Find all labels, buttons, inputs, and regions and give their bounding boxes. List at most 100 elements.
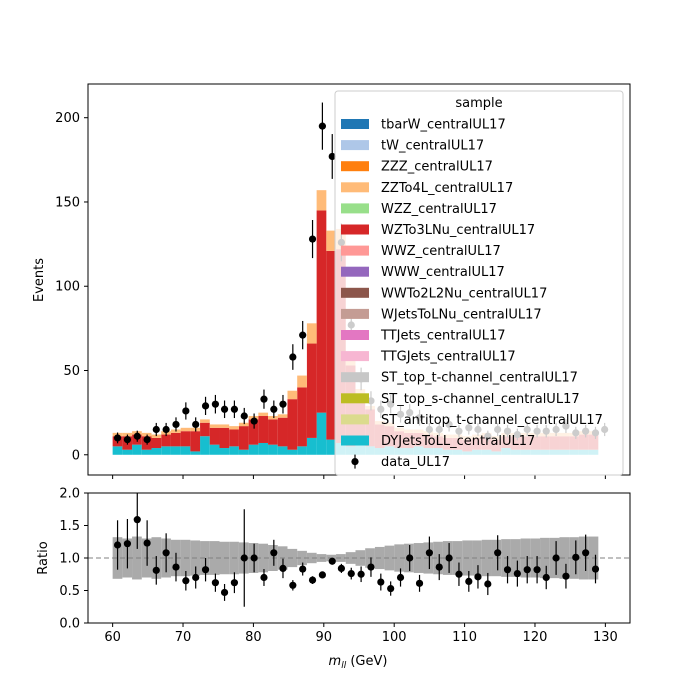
legend-swatch bbox=[341, 330, 369, 340]
data-point bbox=[123, 436, 132, 444]
histogram-bar bbox=[170, 446, 181, 455]
ratio-point bbox=[113, 541, 122, 549]
histogram-bar bbox=[180, 446, 191, 455]
histogram-bar bbox=[287, 449, 298, 455]
data-point bbox=[201, 402, 210, 410]
histogram-bar bbox=[122, 449, 133, 455]
data-point bbox=[318, 122, 326, 130]
ratio-point bbox=[591, 565, 600, 573]
histogram-bar bbox=[306, 323, 317, 344]
legend-swatch bbox=[341, 224, 369, 235]
legend-label: WWZ_centralUL17 bbox=[381, 244, 501, 259]
x-tick-label: 110 bbox=[452, 630, 477, 645]
ratio-point bbox=[328, 557, 336, 565]
legend-swatch bbox=[341, 203, 369, 214]
band-segment bbox=[258, 543, 269, 573]
band-segment bbox=[481, 539, 492, 577]
ratio-point bbox=[562, 572, 570, 580]
legend-label: ST_antitop_t-channel_centralUL17 bbox=[381, 413, 603, 428]
y-tick-label: 50 bbox=[63, 364, 80, 379]
y-tick-label: 200 bbox=[55, 111, 80, 126]
ratio-panel: 0.0 0.5 1.0 1.5 2.0 60 70 80 90 100 110 120 130 Rat… bbox=[36, 487, 631, 671]
ratio-point bbox=[367, 563, 375, 571]
ratio-point bbox=[484, 580, 492, 588]
y-tick-label: 0.5 bbox=[59, 584, 80, 599]
histogram-bar bbox=[316, 412, 327, 455]
ratio-point bbox=[377, 578, 385, 586]
histogram-bar bbox=[151, 434, 162, 438]
legend-label: WZTo3LNu_centralUL17 bbox=[381, 223, 535, 238]
legend-swatch bbox=[341, 140, 369, 151]
data-point bbox=[113, 434, 122, 442]
ratio-point bbox=[133, 516, 141, 524]
ratio-point bbox=[396, 573, 405, 582]
legend-swatch bbox=[341, 182, 369, 193]
band-segment bbox=[433, 541, 443, 575]
data-point bbox=[250, 417, 258, 425]
x-tick-label: 130 bbox=[593, 630, 618, 645]
ratio-point bbox=[494, 549, 502, 557]
histogram-bar bbox=[277, 417, 288, 447]
histogram-bar bbox=[258, 412, 269, 417]
legend-swatch bbox=[341, 245, 369, 256]
x-tick-label: 100 bbox=[382, 630, 407, 645]
ratio-point bbox=[474, 573, 482, 581]
legend-swatch bbox=[341, 119, 369, 129]
histogram-bar bbox=[200, 436, 210, 455]
x-tick-label: 60 bbox=[104, 630, 121, 645]
main-y-axis-label: Events bbox=[32, 258, 47, 302]
histogram-bar bbox=[219, 448, 230, 455]
histogram-bar bbox=[326, 230, 337, 251]
ratio-point bbox=[445, 554, 453, 562]
ratio-point bbox=[572, 553, 580, 561]
legend-label: ZZTo4L_centralUL17 bbox=[381, 181, 513, 196]
ratio-point bbox=[465, 577, 473, 586]
legend-swatch bbox=[341, 372, 369, 383]
ratio-point bbox=[308, 576, 317, 584]
histogram-bar bbox=[316, 190, 327, 211]
ratio-point bbox=[230, 579, 239, 587]
ratio-point bbox=[201, 566, 210, 574]
legend-label: TTJets_centralUL17 bbox=[380, 329, 506, 344]
histogram-bar bbox=[180, 431, 191, 447]
ratio-point bbox=[552, 554, 560, 562]
legend-swatch bbox=[341, 266, 369, 277]
histogram-bar bbox=[190, 451, 201, 455]
legend-swatch bbox=[341, 393, 369, 404]
histogram-bar bbox=[161, 446, 171, 455]
x-axis-label: mll (GeV) bbox=[329, 654, 388, 671]
ratio-point bbox=[337, 564, 346, 573]
data-point bbox=[308, 235, 317, 243]
data-point bbox=[182, 407, 190, 415]
legend-label: WZZ_centralUL17 bbox=[381, 202, 497, 217]
histogram-bar bbox=[180, 427, 191, 432]
ratio-point bbox=[211, 579, 220, 587]
band-segment bbox=[394, 544, 405, 572]
histogram-bar bbox=[161, 434, 171, 447]
band-segment bbox=[578, 536, 589, 580]
data-point bbox=[230, 405, 239, 413]
legend-swatch bbox=[341, 435, 369, 446]
ratio-point bbox=[435, 563, 443, 571]
main-y-axis: 0 50 100 150 200 bbox=[55, 111, 88, 463]
ratio-point bbox=[289, 581, 297, 589]
ratio-point bbox=[582, 549, 590, 557]
data-point bbox=[260, 395, 268, 403]
data-point bbox=[143, 436, 151, 444]
histogram-bar bbox=[219, 427, 230, 449]
ratio-point bbox=[162, 549, 170, 557]
legend-label: WWTo2L2Nu_centralUL17 bbox=[381, 286, 547, 301]
histogram-bar bbox=[297, 375, 307, 388]
histogram-bar bbox=[238, 422, 249, 427]
data-point bbox=[328, 152, 336, 161]
histogram-bar bbox=[316, 210, 327, 413]
legend-frame bbox=[334, 90, 624, 476]
data-point bbox=[133, 432, 141, 440]
ratio-point bbox=[523, 566, 531, 574]
ratio-point bbox=[299, 565, 307, 573]
histogram-bar bbox=[229, 429, 239, 447]
data-point bbox=[279, 400, 287, 408]
histogram-bar bbox=[209, 427, 220, 445]
band-segment bbox=[530, 538, 541, 578]
histogram-bar bbox=[306, 437, 317, 455]
